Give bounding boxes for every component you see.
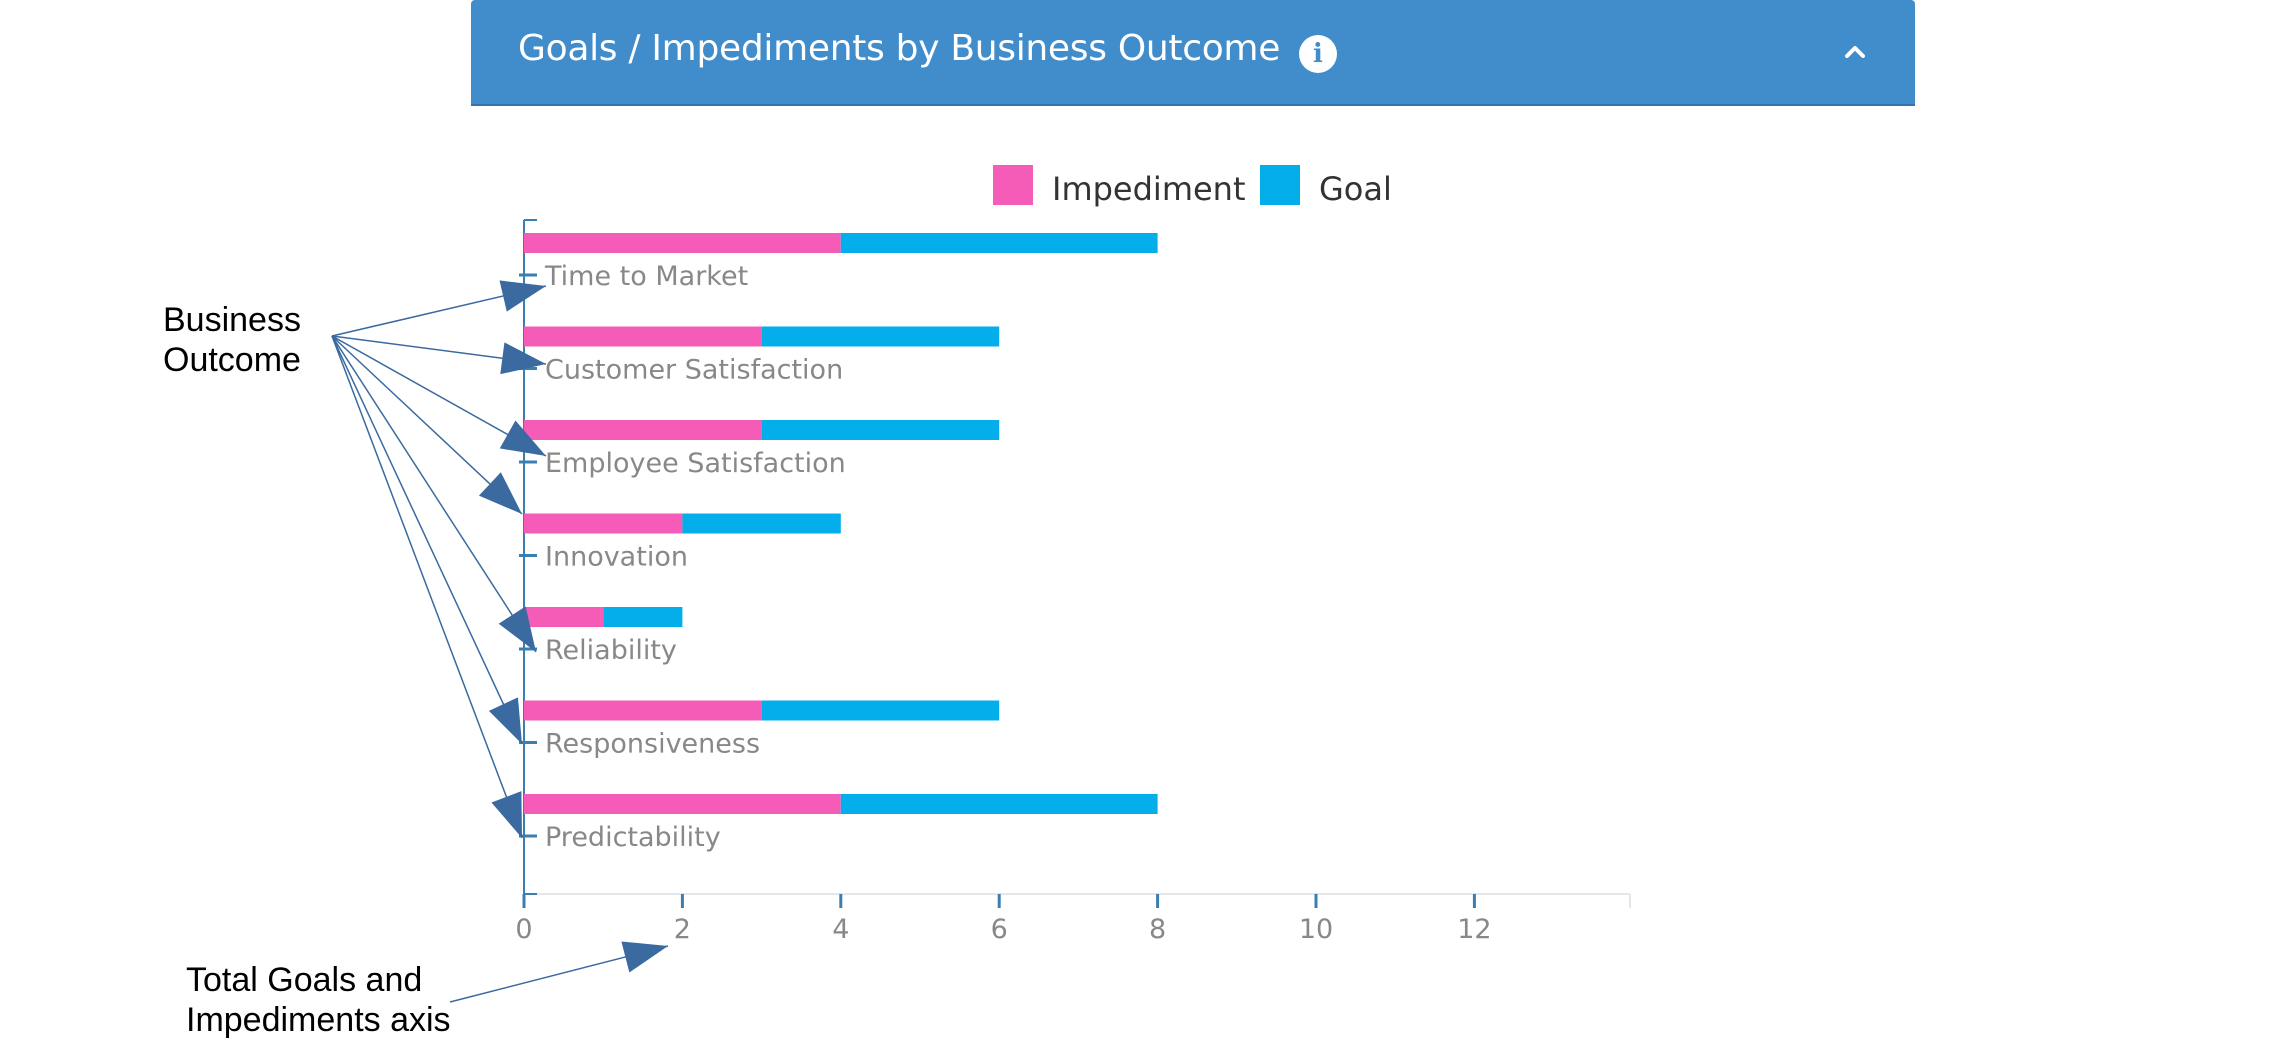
annotation-line: Total Goals and [186,961,423,999]
bar-goal-predictability [840,794,1158,814]
bar-impediment-innovation [524,513,683,534]
bar-goal-employee-satisfaction [761,420,1000,440]
category-label: Predictability [545,822,721,853]
category-label: Customer Satisfaction [545,355,843,386]
collapse-button[interactable] [1837,34,1873,70]
chevron-up-icon [1845,46,1865,58]
category-label: Innovation [545,542,688,573]
bar-goal-innovation [682,513,841,534]
annotation-business-outcome: Business Outcome [163,300,483,380]
bar-goal-reliability [603,607,683,627]
x-tick-label: 8 [1149,914,1166,945]
category-label: Responsiveness [545,729,760,760]
annotation-line: Business [163,301,301,339]
x-tick-label: 2 [674,914,691,945]
panel-header: Goals / Impediments by Business Outcome … [471,0,1915,106]
bar-impediment-predictability [524,794,841,814]
bar-impediment-reliability [524,607,604,627]
legend-label-impediment: Impediment [1052,170,1246,208]
bar-impediment-customer-satisfaction [524,326,762,347]
legend-label-goal: Goal [1319,170,1392,208]
annotation-line: Outcome [163,341,301,379]
info-icon[interactable]: i [1299,35,1337,73]
bar-impediment-responsiveness [524,700,762,721]
bar-impediment-employee-satisfaction [524,420,762,440]
x-tick-label: 4 [832,914,849,945]
bar-goal-customer-satisfaction [761,326,1000,347]
legend-swatch-impediment [993,165,1033,205]
bar-impediment-time-to-market [524,233,841,253]
annotation-line: Impediments axis [186,1001,451,1039]
bar-goal-time-to-market [840,233,1158,253]
x-tick-label: 10 [1299,914,1333,945]
panel-title: Goals / Impediments by Business Outcome [518,28,1281,69]
category-label: Reliability [545,635,677,666]
bar-goal-responsiveness [761,700,1000,721]
category-label: Employee Satisfaction [545,448,846,479]
x-tick-label: 12 [1457,914,1491,945]
category-label: Time to Market [544,261,748,292]
x-tick-label: 6 [991,914,1008,945]
legend-swatch-goal [1260,165,1300,205]
x-tick-label: 0 [515,914,532,945]
annotation-total-axis: Total Goals and Impediments axis [186,960,506,1040]
